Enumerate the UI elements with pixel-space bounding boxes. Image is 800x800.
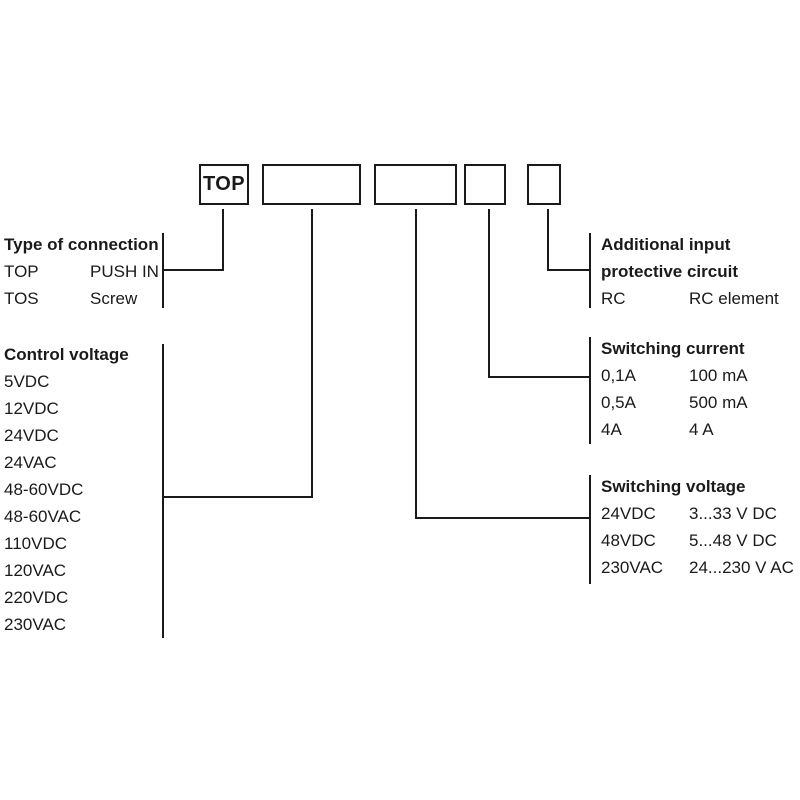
connector-line-additional-input-vertical [547, 209, 549, 271]
legend-row: 48VDC 5...48 V DC [601, 527, 800, 554]
legend-switching-voltage: Switching voltage 24VDC 3...33 V DC 48VD… [601, 473, 800, 581]
bracket-type-of-connection [162, 233, 164, 308]
legend-control-voltage: Control voltage 5VDC 12VDC 24VDC 24VAC 4… [4, 341, 164, 638]
bracket-additional-input-protective-circuit [589, 233, 591, 308]
legend-code: TOS [4, 289, 39, 308]
bracket-control-voltage [162, 344, 164, 638]
connector-line-switching-current-horizontal [488, 376, 591, 378]
legend-description: 4 A [689, 420, 714, 439]
legend-row: TOS Screw [4, 285, 164, 312]
legend-description: 24...230 V AC [689, 558, 794, 577]
legend-code: 110VDC [4, 534, 67, 553]
legend-additional-input-protective-circuit: Additional input protective circuit RC R… [601, 231, 800, 312]
box-additional-input-protective-circuit[interactable] [527, 164, 561, 205]
legend-row: 110VDC [4, 530, 164, 557]
connector-line-control-voltage-horizontal [163, 496, 313, 498]
connector-line-switching-voltage-vertical [415, 209, 417, 519]
legend-row: 0,1A 100 mA [601, 362, 800, 389]
box-type-of-connection[interactable]: TOP [199, 164, 249, 205]
bracket-switching-voltage [589, 475, 591, 584]
legend-code: 0,1A [601, 366, 636, 385]
legend-row: 48-60VAC [4, 503, 164, 530]
legend-code: 24VDC [4, 426, 59, 445]
box-switching-voltage[interactable] [374, 164, 457, 205]
legend-description: 3...33 V DC [689, 504, 777, 523]
legend-row: 120VAC [4, 557, 164, 584]
legend-control-voltage-title: Control voltage [4, 345, 129, 364]
legend-additional-input-title-line1: Additional input [601, 235, 731, 254]
legend-row: 24VDC 3...33 V DC [601, 500, 800, 527]
legend-code: 48-60VAC [4, 507, 82, 526]
legend-row: TOP PUSH IN [4, 258, 164, 285]
box-switching-current[interactable] [464, 164, 506, 205]
legend-code: 24VDC [601, 504, 656, 523]
legend-description: RC element [689, 289, 779, 308]
legend-row: 24VDC [4, 422, 164, 449]
box-type-of-connection-label: TOP [203, 173, 245, 195]
legend-row: 4A 4 A [601, 416, 800, 443]
legend-code: 220VDC [4, 588, 69, 607]
legend-code: 230VAC [601, 558, 664, 577]
legend-row: 0,5A 500 mA [601, 389, 800, 416]
connector-line-switching-voltage-horizontal [415, 517, 591, 519]
legend-code: 48VDC [601, 531, 656, 550]
legend-description: PUSH IN [90, 262, 159, 281]
legend-code: 24VAC [4, 453, 57, 472]
legend-row: 220VDC [4, 584, 164, 611]
legend-row: 24VAC [4, 449, 164, 476]
legend-description: 5...48 V DC [689, 531, 777, 550]
legend-switching-voltage-title: Switching voltage [601, 477, 746, 496]
legend-description: 500 mA [689, 393, 748, 412]
legend-code: 4A [601, 420, 622, 439]
legend-code: TOP [4, 262, 39, 281]
legend-code: 230VAC [4, 615, 67, 634]
legend-row: RC RC element [601, 285, 800, 312]
legend-row: 12VDC [4, 395, 164, 422]
legend-row: 230VAC 24...230 V AC [601, 554, 800, 581]
legend-code: 0,5A [601, 393, 636, 412]
legend-code: 5VDC [4, 372, 50, 391]
connector-line-type-of-connection-horizontal [163, 269, 224, 271]
legend-code: RC [601, 289, 626, 308]
connector-line-additional-input-horizontal [547, 269, 591, 271]
legend-row: 48-60VDC [4, 476, 164, 503]
box-control-voltage[interactable] [262, 164, 361, 205]
legend-code: 120VAC [4, 561, 67, 580]
legend-description: 100 mA [689, 366, 748, 385]
legend-additional-input-title-line2: protective circuit [601, 262, 738, 281]
legend-type-of-connection: Type of connection TOP PUSH IN TOS Screw [4, 231, 164, 312]
connector-line-switching-current-vertical [488, 209, 490, 378]
connector-line-type-of-connection-vertical [222, 209, 224, 271]
legend-type-of-connection-title: Type of connection [4, 235, 159, 254]
legend-row: 230VAC [4, 611, 164, 638]
legend-description: Screw [90, 289, 138, 308]
connector-line-control-voltage-vertical [311, 209, 313, 498]
bracket-switching-current [589, 337, 591, 444]
legend-switching-current-title: Switching current [601, 339, 745, 358]
legend-code: 48-60VDC [4, 480, 84, 499]
legend-switching-current: Switching current 0,1A 100 mA 0,5A 500 m… [601, 335, 800, 443]
legend-row: 5VDC [4, 368, 164, 395]
legend-code: 12VDC [4, 399, 59, 418]
